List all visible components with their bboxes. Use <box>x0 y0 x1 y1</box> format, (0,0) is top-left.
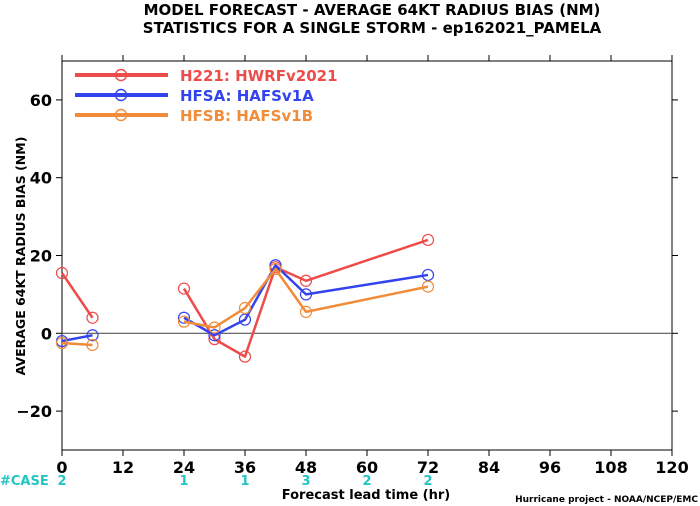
data-point <box>421 268 435 282</box>
data-point <box>238 313 252 326</box>
x-axis-label: Forecast lead time (hr) <box>282 488 450 503</box>
x-tick-label: 60 <box>356 458 378 477</box>
legend-label: HFSB: HAFSv1B <box>180 107 313 125</box>
credit-text: Hurricane project - NOAA/NCEP/EMC <box>515 495 698 505</box>
data-point <box>208 321 221 334</box>
y-axis: −20 0 20 40 60 <box>16 91 678 421</box>
data-point <box>208 329 221 342</box>
case-row: #CASE 2 1 1 3 2 2 <box>0 474 433 489</box>
legend-marker <box>114 68 128 82</box>
data-point <box>86 338 99 352</box>
series-group <box>55 263 435 352</box>
plot-area <box>61 60 673 451</box>
legend-marker <box>114 108 128 122</box>
series-line <box>182 238 429 358</box>
data-point <box>421 233 435 247</box>
case-count: 2 <box>57 474 66 489</box>
data-point <box>299 274 313 287</box>
case-count: 2 <box>362 474 371 489</box>
data-point <box>55 336 69 350</box>
y-tick-label: 60 <box>30 91 52 110</box>
legend-label: HFSA: HAFSv1A <box>180 87 314 105</box>
y-axis-label: AVERAGE 64KT RADIUS BIAS (NM) <box>13 137 28 376</box>
x-tick-label: 36 <box>234 458 256 477</box>
legend-marker <box>114 88 128 102</box>
x-tick-label: 24 <box>173 458 195 477</box>
case-count: 2 <box>423 474 432 489</box>
data-point <box>86 311 99 324</box>
y-tick-label: 0 <box>41 324 52 343</box>
y-tick-label: 20 <box>30 247 52 266</box>
data-point <box>177 282 191 295</box>
legend-label: H221: HWRFv2021 <box>180 67 338 85</box>
data-point <box>238 350 252 363</box>
x-tick-label: 108 <box>594 458 627 477</box>
data-point <box>86 329 99 342</box>
series-line <box>60 272 94 319</box>
data-point <box>421 280 435 293</box>
x-tick-label: 84 <box>478 458 500 477</box>
data-point <box>55 266 69 280</box>
x-tick-label: 12 <box>112 458 134 477</box>
data-point <box>299 305 313 319</box>
series-layer <box>55 233 435 363</box>
case-count: 1 <box>240 474 249 489</box>
data-point <box>177 311 191 324</box>
data-point <box>238 301 252 315</box>
x-tick-label: 96 <box>539 458 561 477</box>
case-row-label: #CASE <box>0 474 49 489</box>
x-tick-label: 72 <box>417 458 439 477</box>
data-point <box>177 315 191 328</box>
data-point <box>269 263 282 276</box>
legend: H221: HWRFv2021 HFSA: HAFSv1A HFSB: HAFSv1… <box>75 67 338 125</box>
x-tick-label: 48 <box>295 458 317 477</box>
x-tick-label: 120 <box>655 458 688 477</box>
y-tick-label: −20 <box>16 402 52 421</box>
chart-title-line1: MODEL FORECAST - AVERAGE 64KT RADIUS BIA… <box>144 1 601 19</box>
series-line <box>183 267 429 329</box>
x-axis: 0 12 24 36 48 60 72 84 96 108 120 <box>56 55 689 477</box>
data-point <box>299 288 313 301</box>
chart-title-line2: STATISTICS FOR A SINGLE STORM - ep162021… <box>143 19 602 37</box>
case-count: 3 <box>301 474 310 489</box>
y-tick-label: 40 <box>30 169 52 188</box>
case-count: 1 <box>179 474 188 489</box>
x-tick-label: 0 <box>56 458 67 477</box>
data-point <box>208 333 221 346</box>
